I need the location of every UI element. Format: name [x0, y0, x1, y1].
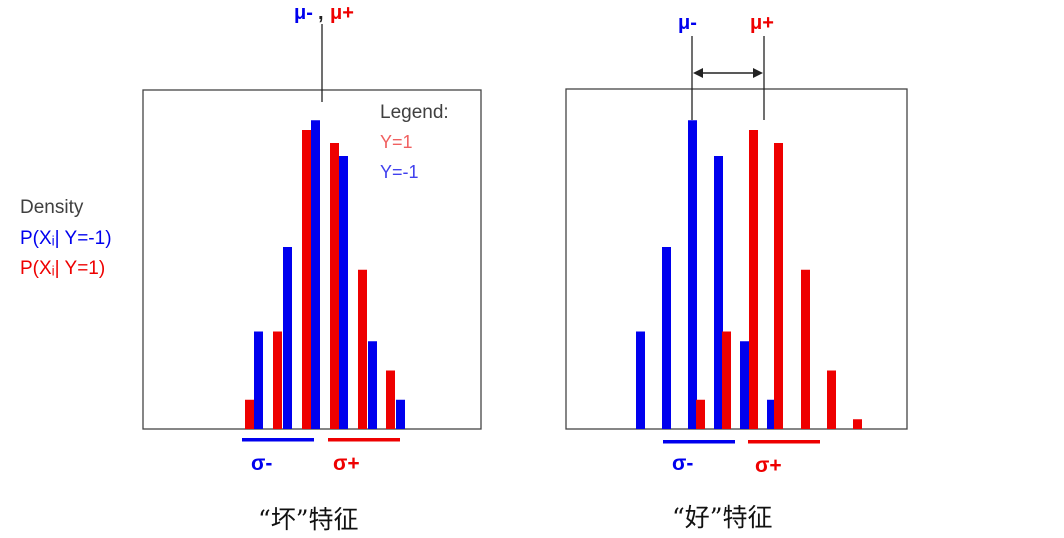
right-bar-blue-3: [688, 120, 697, 429]
right-sigma-minus: σ-: [672, 452, 694, 475]
left-sigma-plus: σ+: [333, 452, 360, 475]
right-bar-red-3: [749, 130, 758, 429]
right-bar-blue-5: [740, 341, 749, 429]
left-bar-red-3: [302, 130, 311, 429]
right-bar-blue-2: [662, 247, 671, 429]
right-bar-red-7: [853, 419, 862, 429]
right-mu-minus: μ-: [678, 12, 697, 34]
right-bar-red-5: [801, 269, 810, 429]
right-mu-arrow-head-right: [753, 68, 763, 78]
right-plot-frame: [565, 88, 908, 430]
left-bar-red-5: [358, 269, 367, 429]
left-mu-minus: μ-: [294, 2, 313, 24]
left-bar-blue-4: [339, 156, 348, 429]
right-bar-blue-1: [636, 331, 645, 429]
right-bar-red-6: [827, 370, 836, 429]
left-sigma-minus: σ-: [251, 452, 273, 475]
left-sigma-minus-bar: [242, 438, 314, 442]
left-bar-blue-5: [368, 341, 377, 429]
right-mu-arrow-head-left: [693, 68, 703, 78]
density-blue-label: P(Xᵢ| Y=-1): [20, 228, 112, 249]
right-caption: “好”特征: [672, 503, 773, 532]
right-sigma-minus-bar: [663, 440, 735, 444]
right-sigma-plus-bar: [748, 440, 820, 444]
left-bar-red-2: [273, 331, 282, 429]
right-bar-red-2: [722, 331, 731, 429]
left-caption: “坏”特征: [258, 505, 359, 534]
left-bar-blue-3: [311, 120, 320, 429]
left-bar-blue-2: [283, 247, 292, 429]
right-sigma-plus: σ+: [755, 454, 782, 477]
left-bar-red-4: [330, 143, 339, 429]
legend-item-y1: Y=1: [380, 132, 413, 152]
right-bar-blue-4: [714, 156, 723, 429]
density-red-label: P(Xᵢ| Y=1): [20, 258, 106, 279]
legend-item-y-1: Y=-1: [380, 162, 419, 182]
left-bar-red-6: [386, 370, 395, 429]
right-bar-red-1: [696, 399, 705, 429]
left-sigma-plus-bar: [328, 438, 400, 442]
left-mu-plus: μ+: [330, 2, 354, 24]
right-bar-red-4: [774, 143, 783, 429]
legend-title: Legend:: [380, 102, 449, 123]
left-bar-blue-1: [254, 331, 263, 429]
left-mu-comma: ,: [318, 2, 324, 24]
left-bar-blue-6: [396, 399, 405, 429]
right-bar-blue-6: [767, 399, 776, 429]
right-mu-plus: μ+: [750, 12, 774, 34]
density-label: Density: [20, 197, 84, 218]
left-bar-red-1: [245, 399, 254, 429]
